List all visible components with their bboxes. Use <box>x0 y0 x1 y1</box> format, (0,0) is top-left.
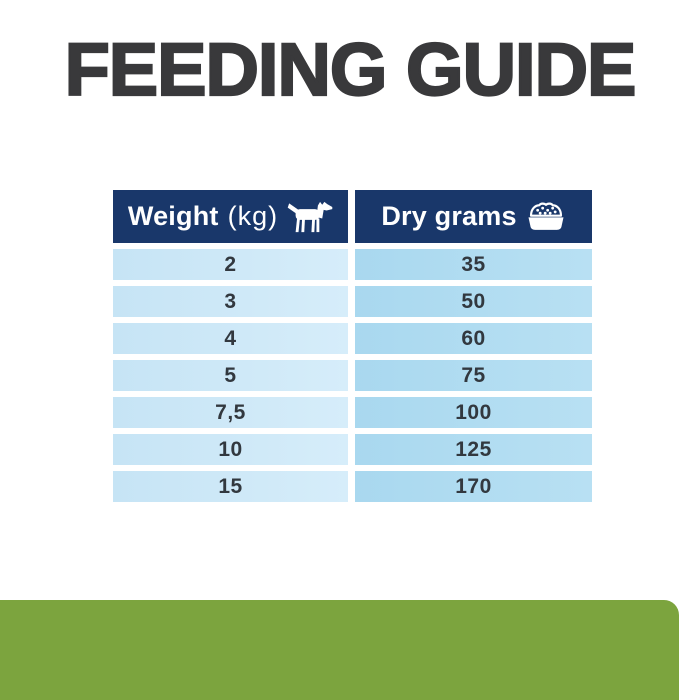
dry-grams-header-label: Dry grams <box>381 201 517 231</box>
footer-band <box>0 600 679 700</box>
bowl-icon <box>526 202 566 231</box>
weight-cell: 15 <box>113 471 348 502</box>
dog-icon <box>287 201 333 233</box>
grams-cell: 75 <box>355 360 592 391</box>
grams-cell: 170 <box>355 471 592 502</box>
weight-cell: 2 <box>113 249 348 280</box>
weight-column-header: Weight (kg) <box>113 190 348 243</box>
grams-cell: 100 <box>355 397 592 428</box>
weight-cell: 4 <box>113 323 348 354</box>
dry-grams-column-header: Dry grams <box>355 190 592 243</box>
weight-unit-label: (kg) <box>227 201 279 231</box>
weight-cell: 3 <box>113 286 348 317</box>
grams-cell: 60 <box>355 323 592 354</box>
weight-header-label: Weight <box>127 201 219 231</box>
weight-cell: 10 <box>113 434 348 465</box>
table-grid: Weight (kg) Dry grams <box>113 190 592 502</box>
weight-cell: 7,5 <box>113 397 348 428</box>
page-title: FEEDING GUIDE <box>63 28 637 111</box>
weight-cell: 5 <box>113 360 348 391</box>
grams-cell: 35 <box>355 249 592 280</box>
grams-cell: 50 <box>355 286 592 317</box>
grams-cell: 125 <box>355 434 592 465</box>
